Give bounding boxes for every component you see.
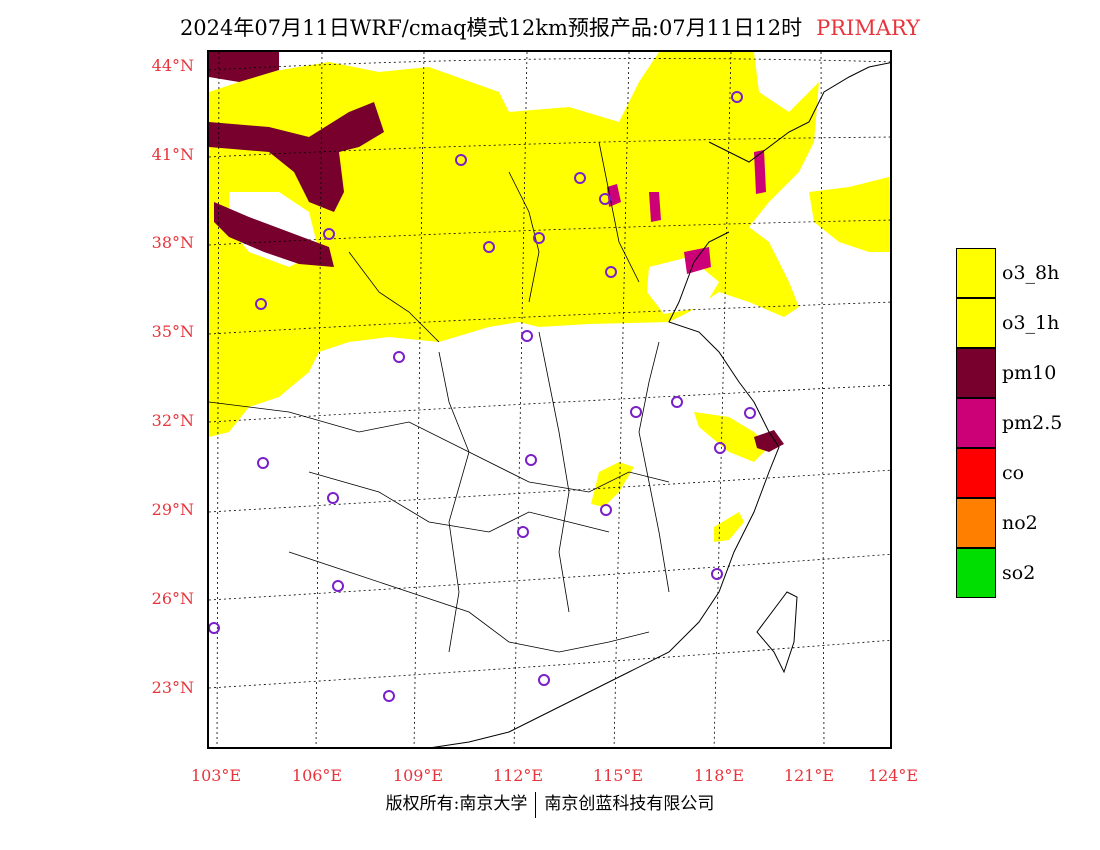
lat-label-23: 23°N (151, 678, 194, 697)
lat-label-32: 32°N (151, 411, 194, 430)
map-title: 2024年07月11日WRF/cmaq模式12km预报产品:07月11日12时 P… (0, 12, 1100, 42)
legend-item-pm10: pm10 (956, 348, 1096, 398)
legend-item-o3-8h: o3_8h (956, 248, 1096, 298)
lat-label-41: 41°N (151, 145, 194, 164)
legend-label: no2 (1002, 512, 1038, 534)
station-marker (393, 351, 405, 363)
coastline (432, 62, 890, 747)
o3-region-fujian (714, 512, 744, 542)
map-panel (207, 50, 892, 749)
station-marker (525, 454, 537, 466)
graticule (209, 52, 890, 747)
copyright-owner: 版权所有:南京大学 (385, 794, 528, 814)
pm10-region-northwest-corner (209, 52, 279, 82)
lon-label-121: 121°E (783, 766, 835, 785)
province-boundaries (209, 141, 670, 653)
station-marker (483, 241, 495, 253)
legend-label: pm10 (1002, 362, 1057, 384)
station-marker (630, 406, 642, 418)
lon-label-124: 124°E (867, 766, 919, 785)
station-marker (323, 228, 335, 240)
station-marker (605, 266, 617, 278)
station-marker (599, 193, 611, 205)
station-marker (600, 504, 612, 516)
station-marker (744, 407, 756, 419)
legend: o3_8h o3_1h pm10 pm2.5 co no2 so2 (956, 248, 1096, 598)
station-marker (332, 580, 344, 592)
station-marker (671, 396, 683, 408)
station-marker (455, 154, 467, 166)
clear-area-bohai (647, 257, 719, 314)
copyright-footer: 版权所有:南京大学 南京创蓝科技有限公司 (0, 789, 1100, 818)
legend-swatch (956, 298, 996, 348)
station-marker (255, 298, 267, 310)
legend-label: co (1002, 462, 1025, 484)
station-marker (517, 526, 529, 538)
lat-label-35: 35°N (151, 322, 194, 341)
o3-region-north (209, 52, 819, 437)
copyright-company: 南京创蓝科技有限公司 (544, 794, 715, 814)
legend-label: pm2.5 (1002, 412, 1063, 434)
legend-swatch (956, 448, 996, 498)
legend-item-pm25: pm2.5 (956, 398, 1096, 448)
lon-label-115: 115°E (592, 766, 644, 785)
lat-label-26: 26°N (151, 589, 194, 608)
legend-swatch (956, 248, 996, 298)
legend-item-so2: so2 (956, 548, 1096, 598)
legend-item-o3-1h: o3_1h (956, 298, 1096, 348)
pollutant-label: PRIMARY (816, 16, 921, 40)
station-marker (209, 622, 220, 634)
o3-region-east-coast (809, 177, 890, 252)
station-marker (533, 232, 545, 244)
lat-label-38: 38°N (151, 233, 194, 252)
legend-swatch (956, 548, 996, 598)
o3-region-yangtze-delta (694, 412, 769, 462)
lat-label-29: 29°N (151, 500, 194, 519)
lon-label-106: 106°E (291, 766, 343, 785)
legend-swatch (956, 498, 996, 548)
legend-label: o3_1h (1002, 312, 1060, 334)
pm10-region-shanghai (754, 430, 784, 452)
lat-label-44: 44°N (151, 56, 194, 75)
pm25-spot-tianjin (649, 192, 661, 222)
pm10-region-north (209, 102, 384, 212)
station-marker (714, 442, 726, 454)
taiwan-outline (756, 591, 798, 674)
legend-swatch (956, 398, 996, 448)
station-marker (521, 330, 533, 342)
station-marker (327, 492, 339, 504)
station-marker (574, 172, 586, 184)
legend-item-co: co (956, 448, 1096, 498)
legend-swatch (956, 348, 996, 398)
o3-region-jiangxi (591, 462, 634, 507)
station-markers (209, 91, 756, 702)
footer-separator (535, 791, 537, 818)
pm10-region-ordos-south (214, 202, 334, 267)
lon-label-112: 112°E (492, 766, 544, 785)
lon-label-103: 103°E (190, 766, 242, 785)
station-marker (538, 674, 550, 686)
lon-label-109: 109°E (392, 766, 444, 785)
station-marker (731, 91, 743, 103)
legend-label: so2 (1002, 562, 1036, 584)
legend-item-no2: no2 (956, 498, 1096, 548)
map-canvas (209, 52, 890, 747)
lon-label-118: 118°E (693, 766, 745, 785)
title-text: 2024年07月11日WRF/cmaq模式12km预报产品:07月11日12时 (179, 16, 803, 40)
station-marker (383, 690, 395, 702)
station-marker (257, 457, 269, 469)
pm25-spot-shandong (684, 247, 711, 274)
pm25-spot-liaoning (754, 150, 766, 194)
legend-label: o3_8h (1002, 262, 1060, 284)
station-marker (711, 568, 723, 580)
